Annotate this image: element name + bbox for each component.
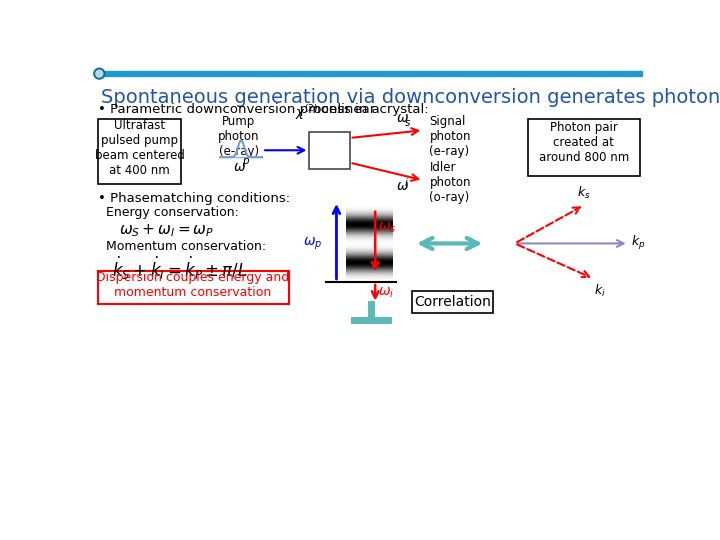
Text: nonlinear crystal:: nonlinear crystal: [307,103,428,116]
Text: $\dot{k}_S + \dot{k}_I = \dot{k}_P \pm \pi / L$: $\dot{k}_S + \dot{k}_I = \dot{k}_P \pm \… [112,255,248,282]
Bar [310,132,350,168]
Text: Signal
photon
(e-ray): Signal photon (e-ray) [429,115,471,158]
Text: $\omega$: $\omega$ [233,159,246,173]
Text: Spontaneous generation via downconversion generates photon pairs: Spontaneous generation via downconversio… [101,88,720,107]
Text: Ultrafast
pulsed pump
beam centered
at 400 nm: Ultrafast pulsed pump beam centered at 4… [94,119,184,177]
Circle shape [96,70,103,77]
Text: Idler
photon
(o-ray): Idler photon (o-ray) [429,161,471,204]
Text: $\omega$: $\omega$ [396,179,409,193]
Text: $\omega_s$: $\omega_s$ [377,220,396,235]
Text: i: i [405,178,408,188]
Text: $k_p$: $k_p$ [631,234,645,252]
Bar [528,119,640,177]
Bar [96,71,642,76]
Text: $\omega_p$: $\omega_p$ [303,235,323,252]
Circle shape [94,68,104,79]
Text: $k_i$: $k_i$ [594,283,606,299]
Text: $\chi^{(2)}$: $\chi^{(2)}$ [294,103,318,122]
Text: Pump
photon
(e-ray): Pump photon (e-ray) [218,115,259,158]
Text: Photon pair
created at
around 800 nm: Photon pair created at around 800 nm [539,121,629,164]
Text: s: s [405,118,410,128]
Text: • Parametric downconversion process in a: • Parametric downconversion process in a [98,103,384,116]
Text: Dispersion couples energy and
momentum conservation: Dispersion couples energy and momentum c… [96,271,289,299]
Bar [412,291,493,313]
Bar [98,271,289,303]
Text: Momentum conservation:: Momentum conservation: [106,240,266,253]
Text: $\omega_i$: $\omega_i$ [377,286,394,300]
Text: p: p [242,157,248,166]
Text: Correlation: Correlation [414,295,491,309]
Text: $\omega$: $\omega$ [396,111,409,125]
Text: Energy conservation:: Energy conservation: [106,206,238,219]
Text: • Phasematching conditions:: • Phasematching conditions: [98,192,290,205]
Bar [98,119,181,184]
Text: $\omega_S + \omega_I = \omega_P$: $\omega_S + \omega_I = \omega_P$ [120,222,215,239]
Text: $k_s$: $k_s$ [577,185,590,201]
